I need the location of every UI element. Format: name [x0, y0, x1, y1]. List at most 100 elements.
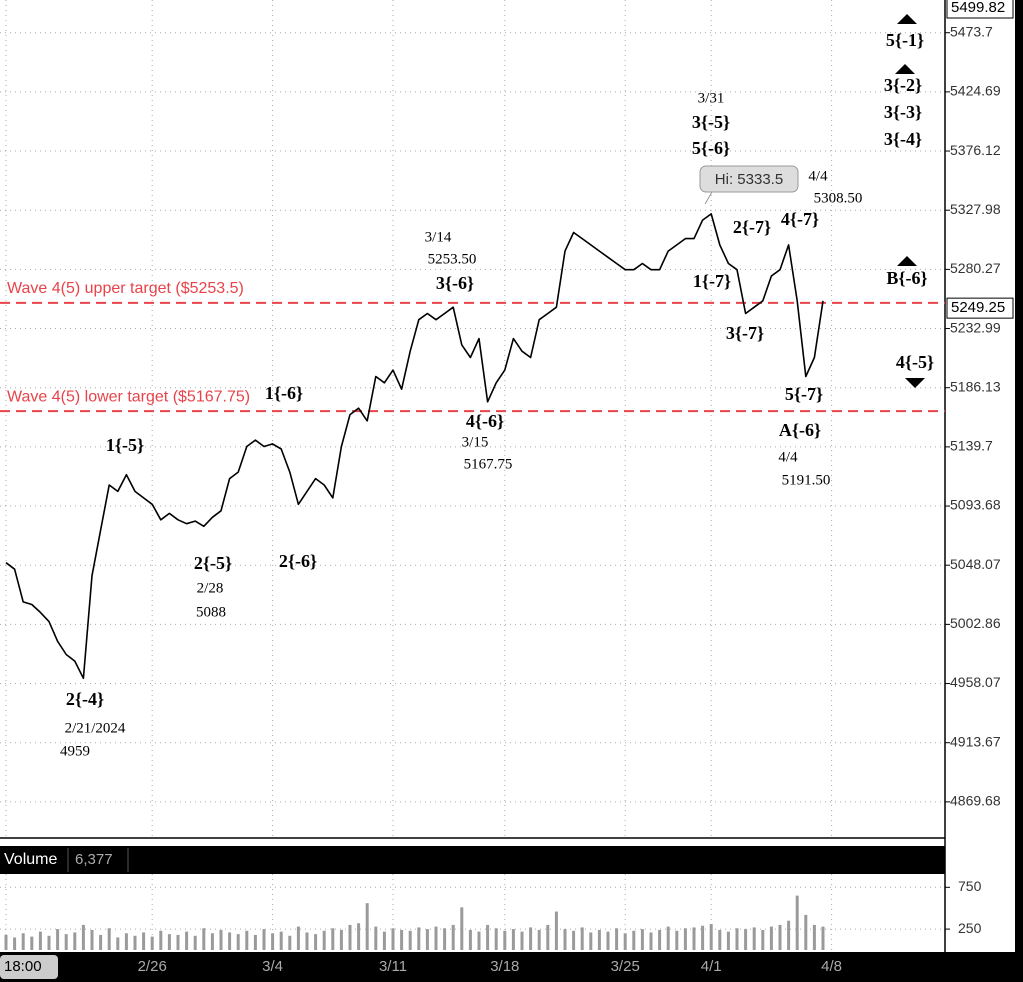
price-axis-area: [945, 0, 1015, 982]
target-label: Wave 4(5) upper target ($5253.5): [7, 280, 244, 297]
volume-bar: [425, 929, 429, 950]
volume-bar: [288, 935, 292, 950]
wave-label: 1{-7}: [693, 271, 731, 291]
volume-bar: [718, 929, 722, 950]
date-label: 2/21/2024: [65, 720, 126, 736]
volume-bar: [245, 930, 249, 950]
volume-bar: [701, 925, 705, 950]
volume-bar: [142, 932, 146, 950]
volume-bar: [99, 934, 103, 950]
y-tick-label: 4958.07: [950, 674, 1001, 690]
wave-label: 2{-5}: [194, 553, 232, 573]
volume-bar: [331, 928, 335, 950]
volume-last: 6,377: [75, 851, 113, 868]
wave-label: 3{-6}: [436, 273, 474, 293]
y-tick-label: 5280.27: [950, 260, 1001, 276]
wave-label: 1{-6}: [265, 383, 303, 403]
volume-bar: [417, 927, 421, 950]
volume-bar: [468, 929, 472, 950]
y-tick-label: 5232.99: [950, 319, 1001, 335]
volume-bar: [90, 929, 94, 950]
y-tick-label: 5376.12: [950, 142, 1001, 158]
volume-bar: [735, 928, 739, 950]
arrow-up: [897, 14, 917, 24]
x-tick-label: 3/4: [262, 958, 283, 975]
y-tick-label: 5327.98: [950, 201, 1001, 217]
volume-bar: [228, 932, 232, 950]
volume-bar: [210, 933, 214, 950]
volume-bar: [176, 934, 180, 950]
wave-label: 3{-2}: [884, 75, 922, 95]
price-label: 5167.75: [464, 456, 513, 472]
volume-bar: [615, 928, 619, 950]
volume-bar: [752, 927, 756, 950]
date-label: 3/15: [462, 434, 489, 450]
volume-bar: [271, 933, 275, 950]
volume-bar: [761, 929, 765, 950]
volume-bar: [503, 930, 507, 950]
target-label: Wave 4(5) lower target ($5167.75): [7, 388, 250, 405]
volume-bar: [580, 927, 584, 950]
arrow-down: [905, 378, 925, 388]
date-label: 3/31: [698, 90, 725, 106]
y-tick-label: 4913.67: [950, 733, 1001, 749]
price-label: 5253.50: [428, 251, 477, 267]
volume-bar: [150, 936, 154, 950]
date-label: 4/4: [808, 168, 828, 184]
volume-bar: [537, 929, 541, 950]
volume-bar: [606, 931, 610, 950]
volume-bar: [56, 929, 60, 950]
wave-label: 5{-7}: [785, 384, 823, 404]
wave-label: B{-6}: [886, 268, 927, 288]
wave-label: 5{-6}: [692, 138, 730, 158]
volume-bar: [348, 924, 352, 950]
wave-label: 4{-7}: [781, 209, 819, 229]
wave-label: 3{-5}: [692, 112, 730, 132]
volume-bar: [253, 934, 257, 950]
volume-bar: [460, 907, 464, 950]
x-tick-label: 2/26: [138, 958, 167, 975]
wave-label: 1{-5}: [106, 435, 144, 455]
date-axis-area: [0, 952, 1023, 982]
volume-bar: [382, 931, 386, 950]
volume-bar: [202, 928, 206, 950]
wave-label: 4{-5}: [896, 352, 934, 372]
volume-bar: [520, 931, 524, 950]
volume-bar: [692, 927, 696, 950]
price-marker: 5249.25: [951, 299, 1005, 316]
volume-bar: [339, 929, 343, 950]
x-tick-label: 3/18: [490, 958, 519, 975]
y-tick-label: 5048.07: [950, 556, 1001, 572]
volume-bar: [812, 924, 816, 950]
volume-bar: [486, 924, 490, 950]
date-label: 2/28: [197, 580, 224, 596]
volume-title: Volume: [4, 851, 57, 868]
volume-bar: [821, 926, 825, 950]
volume-bar: [675, 930, 679, 950]
volume-bar: [589, 932, 593, 950]
price-label: 5191.50: [782, 472, 831, 488]
volume-bar: [554, 911, 558, 950]
x-tick-label: 3/25: [611, 958, 640, 975]
volume-bar: [47, 935, 51, 950]
callout-pointer: [704, 191, 713, 205]
volume-bar: [572, 930, 576, 950]
volume-bar: [305, 932, 309, 950]
volume-bar: [546, 924, 550, 950]
volume-bar: [124, 933, 128, 950]
volume-bar: [434, 926, 438, 950]
right-strip: [1015, 0, 1023, 982]
x-tick-label: 3/11: [379, 958, 407, 975]
price-label: 5088: [196, 604, 226, 620]
volume-bar: [236, 934, 240, 950]
x-tick-box: [0, 955, 58, 979]
volume-bar: [563, 929, 567, 950]
volume-bar: [167, 934, 171, 950]
volume-header: [0, 846, 945, 874]
volume-bar: [666, 926, 670, 950]
volume-bar: [314, 934, 318, 950]
wave-label: 5{-1}: [886, 30, 924, 50]
volume-bar: [116, 937, 120, 950]
wave-label: 2{-6}: [279, 551, 317, 571]
